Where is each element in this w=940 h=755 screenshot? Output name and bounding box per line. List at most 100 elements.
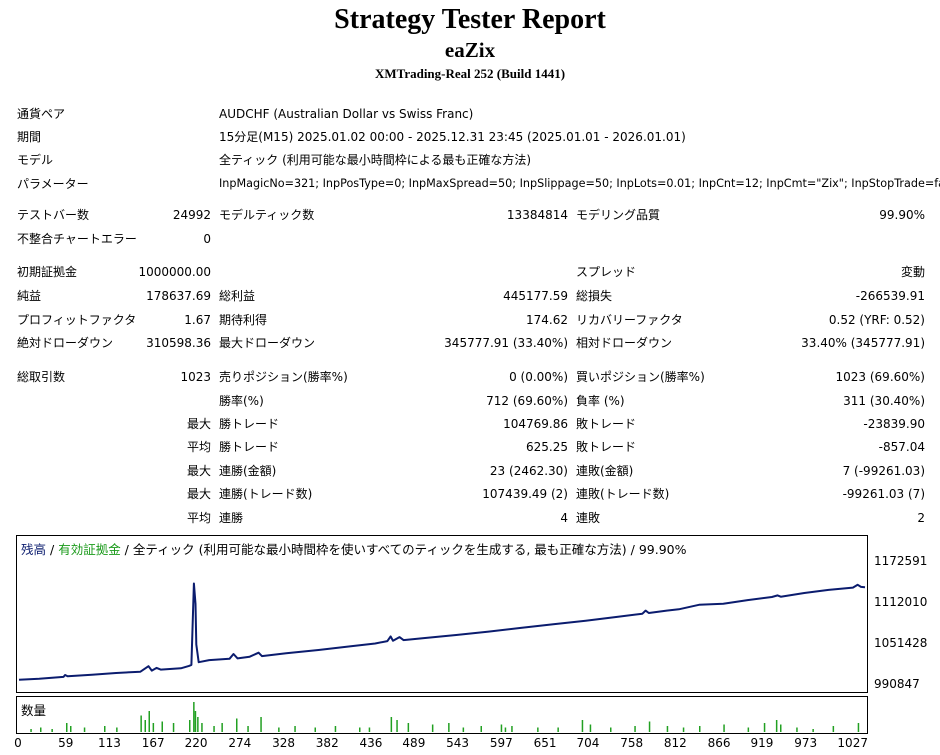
mismatch-value: 0	[203, 232, 211, 246]
volume-bar	[500, 724, 503, 732]
quality-label: モデリング品質	[576, 208, 661, 222]
volume-bar	[172, 723, 175, 732]
volume-bar	[236, 718, 238, 732]
volume-bar	[359, 727, 361, 732]
loss-rate-value: 311 (30.40%)	[843, 394, 925, 408]
trades-value: 1023	[180, 370, 211, 384]
avg-win-label: 勝トレード	[219, 440, 280, 454]
rf-value: 0.52 (YRF: 0.52)	[828, 313, 925, 327]
largest-loss-label: 敗トレード	[576, 417, 637, 431]
avg-cons-loss-value: 2	[917, 511, 925, 525]
volume-bar	[83, 727, 86, 732]
volume-bar	[857, 723, 860, 732]
volume-bar	[699, 726, 701, 732]
volume-bar	[221, 723, 223, 732]
gross-loss-label: 総損失	[576, 289, 613, 303]
volume-bar	[537, 727, 539, 732]
volume-bar	[812, 729, 814, 732]
avg-cons-win-label: 連勝	[219, 511, 244, 525]
y-tick-label: 1051428	[874, 635, 928, 650]
model-label: モデル	[17, 153, 54, 167]
volume-bar	[763, 723, 766, 732]
x-tick-label: 167	[141, 736, 165, 750]
avg2-prefix: 平均	[186, 511, 211, 525]
gross-profit-label: 総利益	[219, 289, 256, 303]
spread-value: 変動	[900, 265, 925, 279]
period-value: 15分足(M15) 2025.01.02 00:00 - 2025.12.31 …	[219, 130, 686, 144]
x-tick-label: 436	[359, 736, 383, 750]
server-build: XMTrading-Real 252 (Build 1441)	[374, 66, 566, 81]
avg-loss-value: -857.04	[878, 440, 925, 454]
balance-chart: 残高 / 有効証拠金 / 全ティック (利用可能な最小時間枠を使いすべてのティッ…	[16, 535, 868, 693]
y-tick-label: 990847	[874, 677, 920, 691]
ea-name: eaZix	[444, 38, 496, 62]
x-tick-label: 382	[315, 736, 339, 750]
volume-bar	[775, 720, 778, 732]
volume-bar	[504, 727, 507, 732]
balance-plot	[18, 582, 866, 681]
chart-legend: 残高 / 有効証拠金 / 全ティック (利用可能な最小時間枠を使いすべてのティッ…	[21, 539, 686, 558]
volume-bar	[51, 729, 53, 732]
long-label: 買いポジション(勝率%)	[576, 370, 705, 384]
volume-bar	[194, 711, 197, 732]
net-value: 178637.69	[146, 289, 211, 303]
x-tick-label: 274	[228, 736, 252, 750]
x-tick-label: 758	[620, 736, 644, 750]
short-value: 0 (0.00%)	[509, 370, 568, 384]
volume-bar	[197, 717, 199, 732]
volume-bar	[116, 727, 118, 732]
x-tick-label: 597	[489, 736, 513, 750]
avg-loss-label: 敗トレード	[576, 440, 637, 454]
bars-value: 24992	[172, 208, 211, 222]
volume-bar	[610, 727, 612, 732]
volume-label: 数量	[21, 703, 47, 718]
volume-bar	[396, 720, 398, 732]
volume-bar	[40, 727, 42, 732]
loss-rate-label: 負率 (%)	[576, 394, 625, 408]
volume-bar	[148, 711, 150, 732]
mismatch-label: 不整合チャートエラー	[17, 232, 137, 246]
volume-bar	[666, 726, 669, 732]
pf-label: プロフィットファクタ	[17, 313, 137, 327]
volume-plot	[30, 702, 860, 732]
volume-bar	[796, 727, 798, 732]
quality-value: 99.90%	[879, 208, 925, 222]
volume-bar	[723, 724, 725, 732]
legend-balance: 残高	[21, 542, 47, 557]
spread-label: スプレッド	[576, 265, 637, 279]
volume-bar	[144, 720, 146, 732]
max-prefix: 最大	[186, 464, 211, 478]
cons-loss-trd-value: -99261.03 (7)	[842, 487, 925, 501]
volume-bar	[431, 724, 434, 732]
largest-win-label: 勝トレード	[219, 417, 280, 431]
x-tick-label: 812	[663, 736, 687, 750]
x-tick-label: 543	[446, 736, 470, 750]
cons-win-amt-label: 連勝(金額)	[219, 464, 277, 478]
rf-label: リカバリーファクタ	[576, 313, 683, 327]
volume-bar	[747, 727, 750, 732]
legend-sep: /	[46, 542, 59, 557]
x-tick-label: 1027	[837, 736, 868, 750]
long-value: 1023 (69.60%)	[835, 370, 925, 384]
win-rate-value: 712 (69.60%)	[486, 394, 568, 408]
volume-bar	[480, 726, 482, 732]
volume-bar	[30, 729, 32, 732]
volume-chart: 数量	[16, 696, 868, 734]
x-tick-label: 919	[750, 736, 774, 750]
x-tick-label: 866	[707, 736, 731, 750]
rel-dd-label: 相対ドローダウン	[576, 336, 673, 350]
payoff-label: 期待利得	[219, 313, 268, 327]
symbol-label: 通貨ペア	[17, 107, 66, 121]
trades-label: 総取引数	[17, 370, 66, 384]
volume-bar	[213, 726, 215, 732]
volume-bar	[390, 717, 393, 732]
volume-bar	[193, 702, 195, 732]
max-dd-value: 345777.91 (33.40%)	[444, 336, 568, 350]
volume-bar	[581, 720, 584, 732]
x-tick-label: 328	[272, 736, 295, 750]
y-tick-label: 1112010	[874, 594, 928, 609]
volume-bar	[634, 726, 636, 732]
x-tick-label: 489	[402, 736, 426, 750]
cons-win-amt-value: 23 (2462.30)	[489, 464, 568, 478]
volume-bar	[161, 721, 163, 732]
